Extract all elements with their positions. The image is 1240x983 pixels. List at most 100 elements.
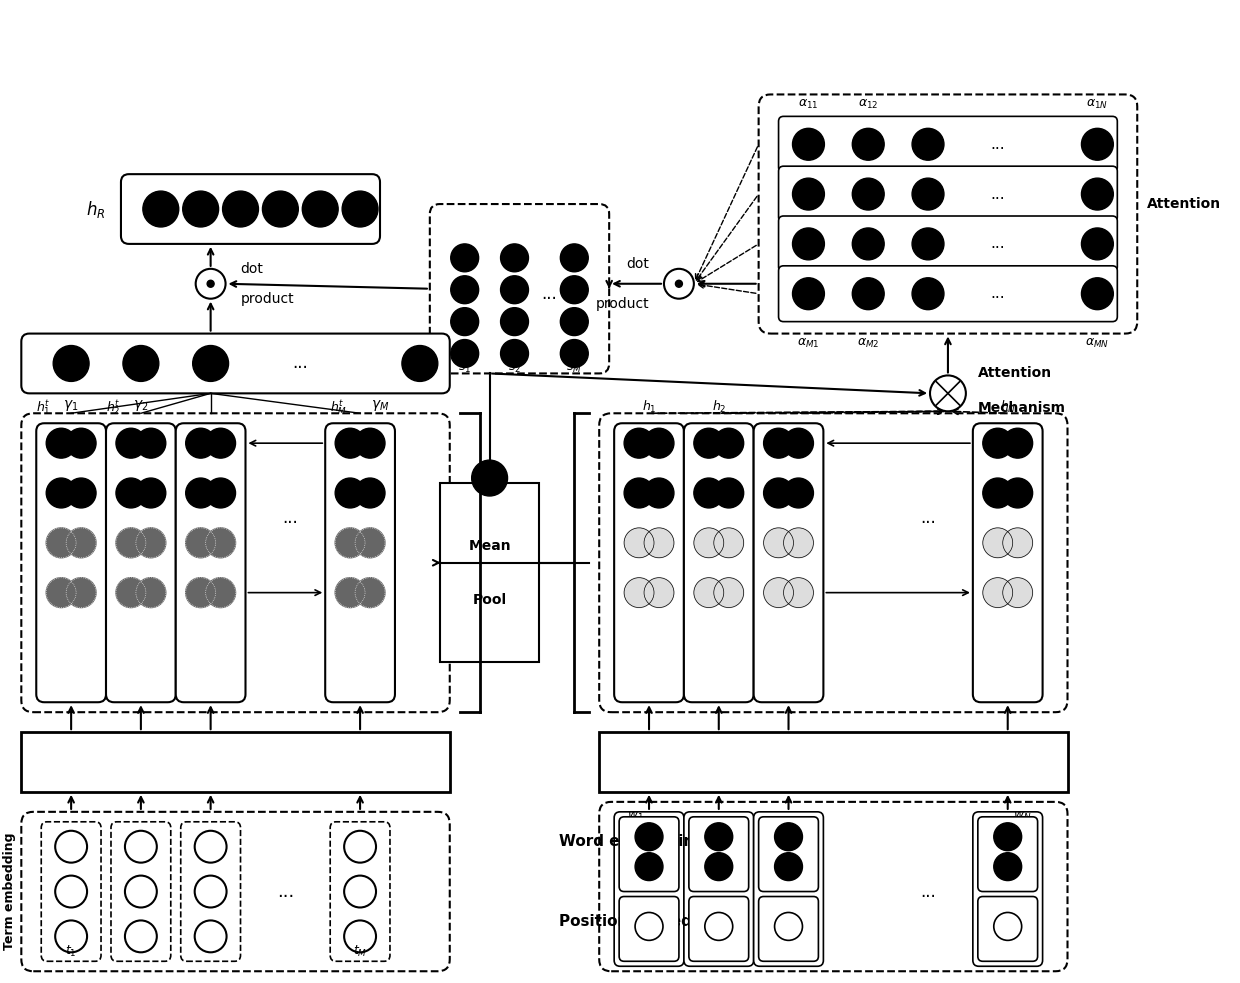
Circle shape (192, 346, 228, 381)
Circle shape (694, 429, 724, 458)
Circle shape (263, 191, 299, 227)
Text: $h_M^t$: $h_M^t$ (330, 399, 347, 419)
FancyBboxPatch shape (684, 812, 754, 966)
Circle shape (560, 276, 588, 304)
Circle shape (66, 478, 95, 508)
FancyBboxPatch shape (779, 216, 1117, 272)
FancyBboxPatch shape (176, 424, 246, 702)
Circle shape (624, 528, 653, 557)
FancyBboxPatch shape (973, 424, 1043, 702)
Circle shape (792, 129, 825, 160)
Circle shape (983, 528, 1013, 557)
Text: ...: ... (542, 285, 557, 303)
Circle shape (207, 280, 215, 287)
Circle shape (676, 280, 682, 287)
Circle shape (644, 429, 673, 458)
FancyBboxPatch shape (41, 822, 100, 961)
Text: $\alpha_{M1}$: $\alpha_{M1}$ (797, 337, 820, 350)
FancyBboxPatch shape (689, 817, 749, 892)
Circle shape (775, 852, 802, 881)
Circle shape (993, 852, 1022, 881)
Circle shape (1081, 278, 1114, 310)
FancyBboxPatch shape (599, 413, 1068, 713)
Text: $\alpha_{M2}$: $\alpha_{M2}$ (857, 337, 879, 350)
Text: ...: ... (277, 883, 294, 900)
Circle shape (764, 429, 794, 458)
Text: Mean: Mean (469, 539, 511, 552)
Text: ...: ... (293, 355, 309, 373)
Text: $w_N$: $w_N$ (1013, 810, 1032, 824)
Text: Attention: Attention (1147, 197, 1221, 211)
Circle shape (784, 478, 813, 508)
Circle shape (66, 528, 95, 557)
Circle shape (852, 228, 884, 260)
FancyBboxPatch shape (759, 896, 818, 961)
Circle shape (704, 852, 733, 881)
Circle shape (983, 429, 1013, 458)
Text: $\alpha_{12}$: $\alpha_{12}$ (858, 98, 878, 111)
Circle shape (206, 429, 236, 458)
Circle shape (501, 276, 528, 304)
Circle shape (784, 578, 813, 607)
Circle shape (714, 478, 744, 508)
Circle shape (792, 278, 825, 310)
Text: ...: ... (920, 509, 936, 527)
FancyBboxPatch shape (619, 896, 680, 961)
Text: ...: ... (283, 509, 298, 527)
Text: Word embedding: Word embedding (559, 835, 706, 849)
Bar (440, 483, 539, 663)
Text: Bi-GRU: Bi-GRU (801, 753, 866, 771)
Circle shape (335, 429, 365, 458)
Text: $\alpha_{MN}$: $\alpha_{MN}$ (1085, 337, 1110, 350)
Text: Attention: Attention (978, 367, 1052, 380)
Circle shape (451, 244, 479, 272)
Circle shape (501, 308, 528, 335)
Text: $h_R$: $h_R$ (87, 199, 105, 219)
Text: Mechanism: Mechanism (978, 401, 1066, 415)
Text: $\alpha_{11}$: $\alpha_{11}$ (799, 98, 818, 111)
Text: Pool: Pool (472, 593, 507, 607)
Circle shape (335, 528, 365, 557)
Circle shape (451, 339, 479, 368)
Text: $\gamma_2$: $\gamma_2$ (133, 398, 149, 413)
FancyBboxPatch shape (614, 812, 684, 966)
FancyBboxPatch shape (779, 116, 1117, 172)
Circle shape (136, 429, 166, 458)
Circle shape (451, 308, 479, 335)
Circle shape (993, 823, 1022, 850)
Circle shape (913, 129, 944, 160)
Circle shape (355, 578, 384, 607)
Text: $w_1$: $w_1$ (627, 810, 644, 824)
Circle shape (694, 578, 724, 607)
Circle shape (983, 578, 1013, 607)
Circle shape (117, 429, 146, 458)
Text: Position embedding: Position embedding (559, 914, 729, 929)
Circle shape (186, 578, 216, 607)
Circle shape (644, 578, 673, 607)
Circle shape (784, 429, 813, 458)
Text: ...: ... (991, 137, 1006, 151)
Circle shape (560, 339, 588, 368)
FancyBboxPatch shape (599, 802, 1068, 971)
Circle shape (852, 278, 884, 310)
Text: $h_2^t$: $h_2^t$ (105, 399, 120, 419)
FancyBboxPatch shape (181, 822, 241, 961)
Text: dot: dot (626, 257, 649, 271)
Text: dot: dot (241, 261, 263, 276)
Text: $p_N$: $p_N$ (1013, 919, 1029, 934)
Circle shape (764, 578, 794, 607)
Text: $t_M$: $t_M$ (353, 945, 367, 959)
Circle shape (355, 478, 384, 508)
Circle shape (123, 346, 159, 381)
Text: $\alpha_{1N}$: $\alpha_{1N}$ (1086, 98, 1109, 111)
Text: ...: ... (991, 286, 1006, 301)
Text: $\gamma_M$: $\gamma_M$ (371, 398, 389, 413)
Text: ...: ... (920, 883, 936, 900)
Circle shape (223, 191, 258, 227)
FancyBboxPatch shape (112, 822, 171, 961)
Circle shape (402, 346, 438, 381)
Circle shape (624, 429, 653, 458)
FancyBboxPatch shape (759, 94, 1137, 333)
Text: $h_1^t$: $h_1^t$ (36, 399, 51, 419)
Circle shape (714, 578, 744, 607)
